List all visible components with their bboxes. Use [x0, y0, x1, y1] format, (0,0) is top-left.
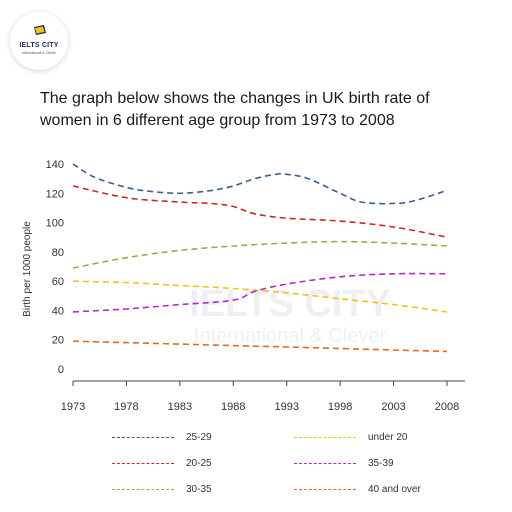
y-tick-label: 60 [52, 276, 64, 288]
legend-item: 40 and over [294, 484, 421, 495]
legend-label: 30-35 [186, 484, 212, 495]
x-tick-label: 1993 [274, 401, 298, 413]
y-tick-label: 0 [58, 364, 64, 376]
y-tick-label: 40 [52, 305, 64, 317]
legend-label: 25-29 [186, 432, 212, 443]
legend-item: 25-29 [112, 432, 212, 443]
series-line-35-39 [72, 272, 448, 313]
watermark-name: IELTS CITY [189, 283, 391, 325]
title-line-2: women in 6 different age group from 1973… [40, 112, 395, 129]
logo-tagline: International & Clever [22, 51, 56, 55]
y-axis-label: Birth per 1000 people [22, 221, 33, 317]
y-tick-label: 80 [52, 247, 64, 259]
title-line-1: The graph below shows the changes in UK … [40, 90, 430, 107]
legend-swatch [294, 463, 356, 464]
logo-mark-icon [34, 25, 46, 35]
x-tick-label: 1978 [114, 401, 138, 413]
legend-item: 20-25 [112, 458, 212, 469]
x-tick-label: 1973 [61, 401, 85, 413]
legend-swatch [112, 437, 174, 438]
legend-label: 40 and over [368, 484, 421, 495]
legend-swatch [294, 489, 356, 490]
y-tick-label: 100 [46, 218, 64, 230]
series-line-20-25 [72, 185, 448, 238]
x-tick-label: 2003 [381, 401, 405, 413]
x-tick-label: 1983 [168, 401, 192, 413]
x-tick-label: 1988 [221, 401, 245, 413]
chart-title: The graph below shows the changes in UK … [40, 88, 500, 132]
ielts-city-logo: IELTS CITY International & Clever [10, 12, 68, 70]
legend-item: 30-35 [112, 484, 212, 495]
legend-swatch [294, 437, 356, 438]
axes: 0 20 40 60 80 100 120 140 1973 1978 1983 1988 1993 19… [46, 159, 465, 413]
logo-name: IELTS CITY [19, 42, 59, 49]
legend-label: 20-25 [186, 458, 212, 469]
y-tick-label: 120 [46, 188, 64, 200]
legend-item: under 20 [294, 432, 407, 443]
legend-label: under 20 [368, 432, 408, 443]
legend-swatch [112, 489, 174, 490]
x-tick-label: 1998 [328, 401, 352, 413]
x-tick-label: 2008 [435, 401, 459, 413]
series-layer [72, 163, 448, 353]
watermark: IELTS CITY International & Clever [189, 283, 391, 347]
y-tick-label: 140 [46, 159, 64, 171]
legend-item: 35-39 [294, 458, 394, 469]
y-tick-label: 20 [52, 335, 64, 347]
watermark-tagline: International & Clever [194, 325, 387, 347]
legend-swatch [112, 463, 174, 464]
series-line-30-35 [72, 240, 448, 269]
series-line-25-29 [72, 163, 448, 205]
legend-label: 35-39 [368, 458, 394, 469]
